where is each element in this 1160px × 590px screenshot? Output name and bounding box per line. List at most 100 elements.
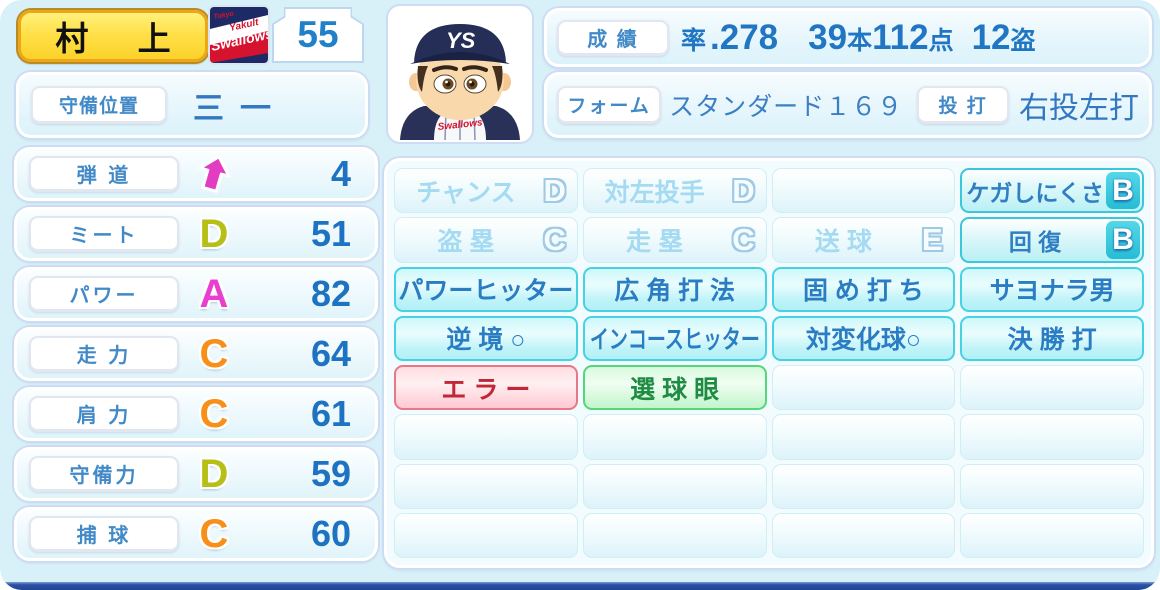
ability-slot-empty: [582, 512, 767, 558]
stat-grade-letter: D: [199, 212, 229, 256]
ability-badge: チャンス D: [394, 168, 578, 214]
ability-label: ケガしにくさ: [966, 179, 1104, 206]
stat-value: 61: [310, 393, 351, 434]
sb-value: 12: [971, 17, 1011, 57]
stat-grade-letter: C: [199, 512, 229, 556]
ability-label: 対変化球○: [805, 326, 921, 355]
team-logo: Tokyo Yakult Swallows: [210, 7, 268, 63]
ability-badge: 選 球 眼: [582, 365, 767, 411]
stat-grade-letter: C: [199, 392, 229, 436]
stat-row: ミート D 51: [14, 207, 378, 261]
record-label-pill: 成 績: [557, 19, 669, 56]
stat-value: 4: [330, 153, 351, 194]
ability-badge: エ ラ ー: [394, 365, 578, 411]
ability-badge: 逆 境 ○: [394, 315, 578, 361]
player-name-badge: 村 上: [18, 10, 208, 62]
stat-grade-letter: C: [199, 332, 229, 376]
svg-text:Tokyo: Tokyo: [213, 10, 235, 21]
throw-bat-label-pill: 投 打: [917, 86, 1009, 124]
ability-label: 走 塁: [626, 227, 684, 256]
ability-grade-letter: B: [1106, 221, 1140, 259]
ability-label: サヨナラ男: [989, 277, 1115, 306]
ability-grade-letter: D: [543, 173, 566, 209]
stat-label-pill: 捕 球: [29, 516, 179, 552]
stat-row: 走 力 C 64: [14, 327, 378, 381]
ability-label: 対左投手: [604, 178, 705, 207]
ability-badge: 広 角 打 法: [582, 266, 767, 312]
stat-label-pill: 肩 力: [29, 396, 179, 432]
svg-text:YS: YS: [446, 28, 476, 53]
svg-text:Swallows: Swallows: [437, 117, 483, 133]
position-label-pill: 守備位置: [31, 86, 167, 124]
ability-label: インコースヒッター: [589, 326, 760, 355]
jersey-number: 55: [274, 9, 362, 61]
ability-slot-empty: [771, 512, 956, 558]
ability-grade-letter: C: [543, 222, 566, 258]
stat-value: 60: [310, 513, 351, 554]
ability-slot-empty: [394, 512, 578, 558]
ability-label: エ ラ ー: [441, 375, 531, 404]
stat-row: パワー A 82: [14, 267, 378, 321]
stat-label-pill: パワー: [29, 276, 179, 312]
ability-label: 決 勝 打: [1007, 326, 1097, 355]
ability-label: 送 球: [814, 227, 872, 256]
rbi-value: 112: [872, 17, 929, 57]
ability-badge: サヨナラ男: [960, 266, 1144, 312]
avg-value: .278: [710, 17, 779, 57]
stat-value: 82: [310, 273, 351, 314]
hr-value: 39: [808, 17, 848, 57]
ability-label: チャンス: [416, 178, 516, 207]
stat-label-pill: 走 力: [29, 336, 179, 372]
basic-stats-panel: 弾 道 4 ミート D 51 パワー A 82 走 力 C 64 肩 力 C 61 守備力 D 59 捕 球 C 60: [14, 147, 378, 561]
special-abilities-grid: チャンス D 対左投手 D ケガしにくさ B 盗 塁 C 走 塁 C 送 球 E 回 復 B パワーヒッター…: [384, 158, 1154, 568]
hr-unit: 本: [847, 26, 873, 55]
ability-label: 逆 境 ○: [446, 326, 526, 355]
player-avatar-icon: Swallows YS: [400, 24, 520, 140]
ability-slot-empty: [960, 463, 1144, 509]
ability-badge: 対左投手 D: [582, 168, 767, 214]
player-portrait: Swallows YS: [388, 6, 532, 142]
ability-grade-letter: E: [921, 222, 943, 258]
ability-badge: インコースヒッター: [582, 315, 767, 361]
record-line: 率 .278 39 本 112 点 12 盗: [681, 18, 1036, 58]
stat-grade-letter: D: [199, 452, 229, 496]
stat-label-pill: 弾 道: [29, 156, 179, 192]
ability-label: 広 角 打 法: [614, 277, 736, 306]
stat-row: 肩 力 C 61: [14, 387, 378, 441]
ability-slot-empty: [394, 414, 578, 460]
form-panel: フォーム スタンダード１６９ 投 打 右投左打: [544, 72, 1152, 138]
ability-label: 回 復: [1008, 228, 1062, 255]
stat-value: 64: [310, 333, 351, 374]
sb-unit: 盗: [1010, 26, 1036, 55]
stat-label-pill: 守備力: [29, 456, 179, 492]
stat-label-pill: ミート: [29, 216, 179, 252]
ability-grade-letter: C: [732, 222, 755, 258]
record-panel: 成 績 率 .278 39 本 112 点 12 盗: [544, 8, 1152, 67]
ability-slot-empty: [771, 365, 956, 411]
stat-value: 51: [310, 213, 351, 254]
swallows-logo-icon: Tokyo Yakult Swallows: [210, 7, 268, 63]
ability-badge: ケガしにくさ B: [960, 168, 1144, 214]
ability-slot-empty: [960, 414, 1144, 460]
rbi-unit: 点: [928, 26, 954, 55]
ability-label: 選 球 眼: [630, 375, 720, 404]
stat-value: 59: [310, 453, 351, 494]
ability-slot-empty: [771, 168, 956, 214]
jersey-number-plate: 55: [272, 7, 364, 63]
ability-badge: 固 め 打 ち: [771, 266, 956, 312]
avg-label: 率: [681, 26, 707, 55]
ability-slot-empty: [771, 463, 956, 509]
ability-slot-empty: [394, 463, 578, 509]
stat-row: 守備力 D 59: [14, 447, 378, 501]
position-value: 三一: [193, 90, 287, 126]
ability-label: 固 め 打 ち: [802, 277, 924, 306]
form-value: スタンダード１６９: [669, 93, 904, 121]
bottom-divider-bar: [0, 582, 1160, 590]
stat-row: 捕 球 C 60: [14, 507, 378, 561]
ability-label: パワーヒッター: [398, 277, 574, 306]
position-panel: 守備位置 三一: [16, 72, 368, 138]
ability-slot-empty: [960, 512, 1144, 558]
